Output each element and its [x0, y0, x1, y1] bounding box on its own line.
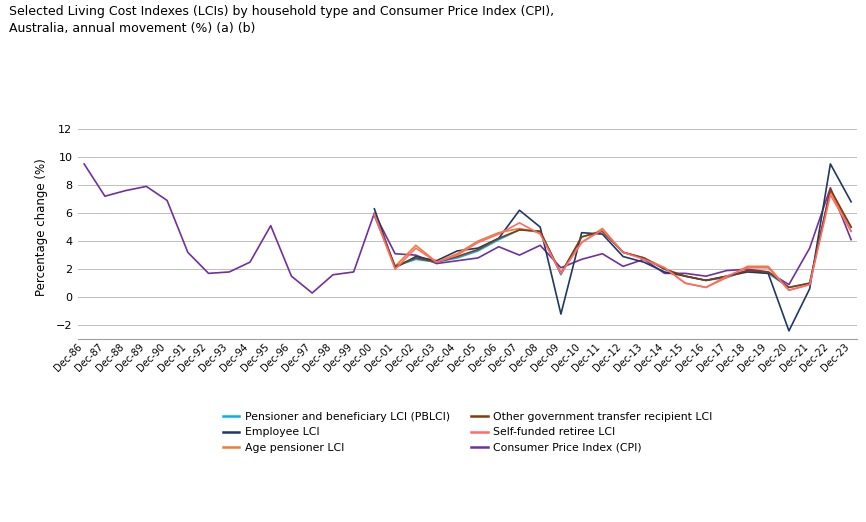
Text: Selected Living Cost Indexes (LCIs) by household type and Consumer Price Index (: Selected Living Cost Indexes (LCIs) by h… — [9, 5, 553, 35]
Legend: Pensioner and beneficiary LCI (PBLCI), Employee LCI, Age pensioner LCI, Other go: Pensioner and beneficiary LCI (PBLCI), E… — [223, 412, 713, 453]
Y-axis label: Percentage change (%): Percentage change (%) — [35, 158, 48, 296]
